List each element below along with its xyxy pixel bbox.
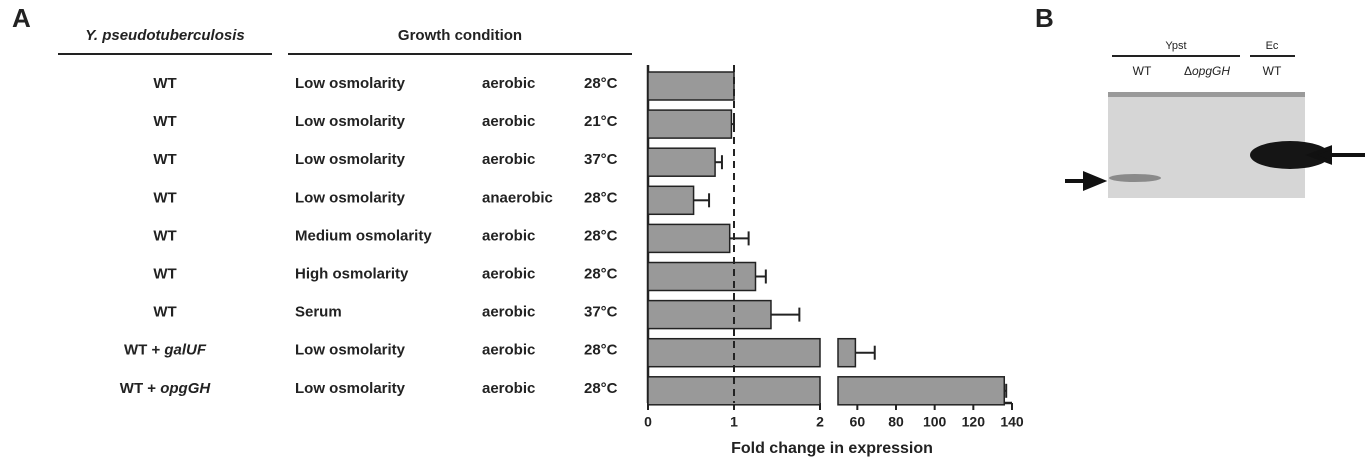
lane-label-part: Δ [1184, 64, 1192, 78]
strain-part: WT + [124, 342, 164, 359]
osmolarity: Medium osmolarity [295, 227, 432, 244]
strain: WT + opgGH [120, 380, 212, 397]
oxygen: aerobic [482, 342, 535, 359]
strain: WT [153, 227, 176, 244]
osmolarity: Low osmolarity [295, 342, 406, 359]
x-tick-label: 60 [850, 414, 866, 430]
strain: WT [153, 151, 176, 168]
temperature: 28°C [584, 227, 618, 244]
bar [647, 109, 733, 139]
column-header: Growth condition [398, 27, 522, 44]
oxygen: anaerobic [482, 189, 553, 206]
osmolarity: Low osmolarity [295, 151, 406, 168]
x-tick-label: 80 [888, 414, 904, 430]
temperature: 28°C [584, 265, 618, 282]
strain: WT + galUF [124, 342, 207, 359]
strain: WT [153, 265, 176, 282]
strain-part: galUF [163, 342, 207, 359]
osmolarity: Low osmolarity [295, 75, 406, 92]
oxygen: aerobic [482, 304, 535, 321]
oxygen: aerobic [482, 227, 535, 244]
blot-band [1109, 174, 1161, 182]
osmolarity: Low osmolarity [295, 189, 406, 206]
panel-label: A [12, 3, 31, 33]
strain: WT [153, 113, 176, 130]
temperature: 28°C [584, 380, 618, 397]
temperature: 21°C [584, 113, 618, 130]
temperature: 28°C [584, 75, 618, 92]
group-label: Ec [1266, 40, 1279, 52]
blot-band [1250, 141, 1330, 169]
bar [647, 71, 735, 101]
bar [647, 185, 695, 216]
temperature: 28°C [584, 189, 618, 206]
osmolarity: High osmolarity [295, 265, 409, 282]
strain-part: WT [153, 304, 176, 321]
lane-label: WT [1263, 64, 1282, 78]
oxygen: aerobic [482, 265, 535, 282]
x-tick-label: 100 [923, 414, 947, 430]
strain-part: opgGH [160, 380, 211, 397]
bar [647, 261, 757, 292]
lane-label: WT [1133, 64, 1152, 78]
strain-part: WT [153, 75, 176, 92]
oxygen: aerobic [482, 113, 535, 130]
oxygen: aerobic [482, 75, 535, 92]
temperature: 28°C [584, 342, 618, 359]
bar [647, 147, 716, 177]
temperature: 37°C [584, 304, 618, 321]
bar [647, 223, 731, 254]
strain-part: WT [153, 113, 176, 130]
osmolarity: Serum [295, 304, 342, 321]
x-tick-label: 0 [644, 414, 652, 430]
arrow [1305, 145, 1365, 165]
x-tick-label: 1 [730, 414, 738, 430]
strain: WT [153, 189, 176, 206]
oxygen: aerobic [482, 151, 535, 168]
x-tick-label: 2 [816, 414, 824, 430]
x-tick-label: 140 [1000, 414, 1024, 430]
lane-label-part: opgGH [1192, 64, 1230, 78]
strain-part: WT [153, 227, 176, 244]
bar [837, 337, 857, 368]
bar [647, 299, 772, 330]
x-axis-label: Fold change in expression [731, 440, 933, 457]
oxygen: aerobic [482, 380, 535, 397]
lane-label-part: WT [1133, 64, 1152, 78]
strain-part: WT [153, 265, 176, 282]
lane-label-part: WT [1263, 64, 1282, 78]
blot-edge [1108, 92, 1305, 97]
strain-part: WT [153, 151, 176, 168]
arrow [1065, 171, 1108, 191]
strain-part: WT [153, 189, 176, 206]
column-header: Y. pseudotuberculosis [85, 27, 245, 44]
lane-label: ΔopgGH [1184, 64, 1230, 78]
strain: WT [153, 304, 176, 321]
bar [837, 376, 1006, 406]
osmolarity: Low osmolarity [295, 380, 406, 397]
group-label: Ypst [1165, 40, 1186, 52]
x-tick-label: 120 [962, 414, 986, 430]
temperature: 37°C [584, 151, 618, 168]
strain: WT [153, 75, 176, 92]
panel-label: B [1035, 3, 1054, 33]
osmolarity: Low osmolarity [295, 113, 406, 130]
strain-part: WT + [120, 380, 160, 397]
